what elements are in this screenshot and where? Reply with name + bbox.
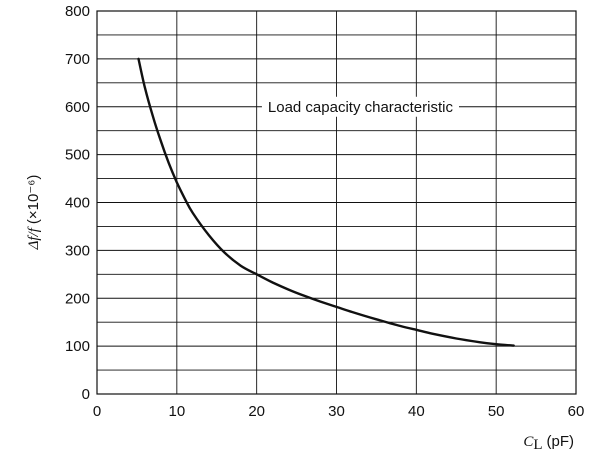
y-tick-label: 800 xyxy=(65,3,90,20)
x-tick-label: 40 xyxy=(408,403,425,420)
x-axis-symbol: C xyxy=(523,434,534,450)
x-tick-label: 10 xyxy=(168,403,185,420)
plot-frame xyxy=(96,10,577,395)
x-tick-label: 50 xyxy=(488,403,505,420)
x-tick-label: 20 xyxy=(248,403,265,420)
y-axis-label: Δf/f(×10⁻⁶) xyxy=(25,175,42,251)
x-axis-label: CL (pF) xyxy=(523,433,574,453)
annotation-background xyxy=(261,96,459,117)
x-tick-label: 30 xyxy=(328,403,345,420)
x-tick-label: 0 xyxy=(93,403,101,420)
y-tick-label: 0 xyxy=(82,386,90,403)
y-tick-labels: 0 100 200 300 400 500 600 700 800 xyxy=(65,3,90,403)
y-tick-label: 600 xyxy=(65,99,90,116)
y-tick-label: 100 xyxy=(65,338,90,355)
y-tick-label: 400 xyxy=(65,195,90,212)
y-axis-symbol: Δf/f xyxy=(26,226,42,250)
y-tick-label: 700 xyxy=(65,51,90,68)
y-tick-label: 500 xyxy=(65,147,90,164)
x-tick-labels: 0 10 20 30 40 50 60 xyxy=(93,403,585,420)
series-annotation: Load capacity characteristic xyxy=(268,99,454,116)
x-axis-unit: (pF) xyxy=(547,433,575,450)
y-axis-unit: (×10⁻⁶) xyxy=(25,175,42,225)
x-tick-label: 60 xyxy=(568,403,585,420)
y-tick-label: 200 xyxy=(65,290,90,307)
load-capacity-curve xyxy=(137,57,515,347)
x-axis-subscript: L xyxy=(533,437,542,453)
y-tick-label: 300 xyxy=(65,242,90,259)
grid-lines xyxy=(97,11,576,394)
